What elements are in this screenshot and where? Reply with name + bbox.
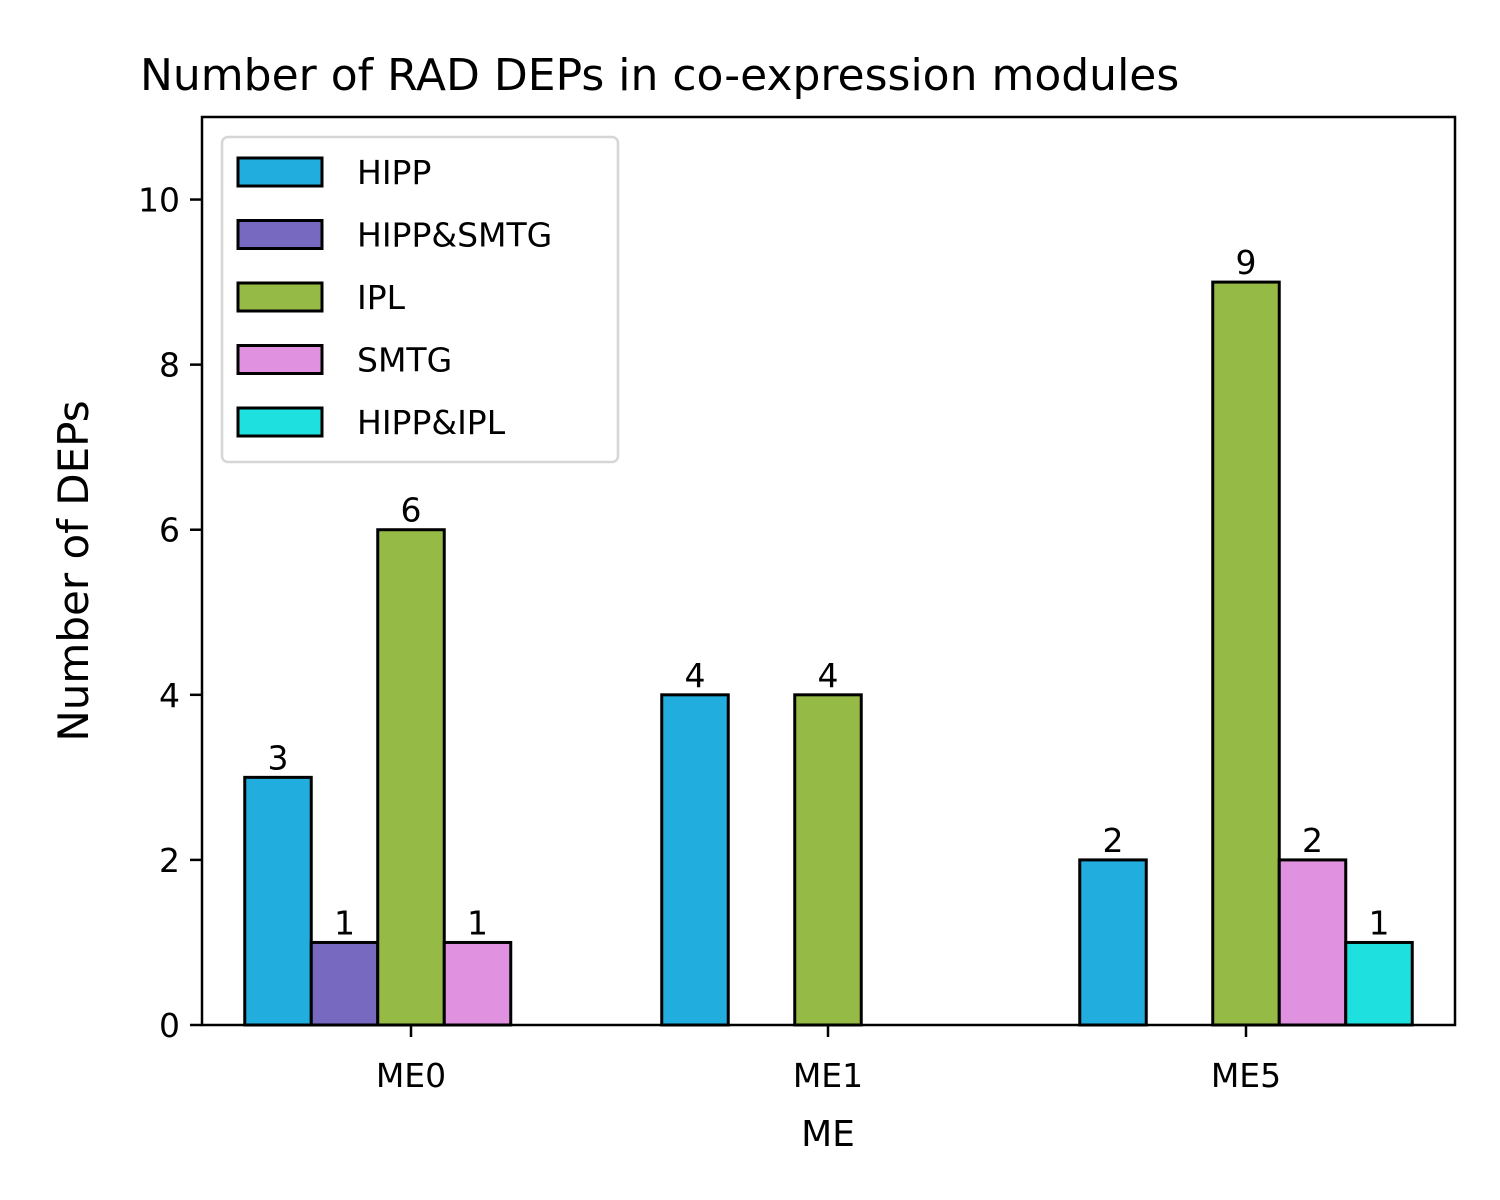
y-tick-label: 10 [138, 181, 180, 220]
chart-title: Number of RAD DEPs in co-expression modu… [140, 50, 1179, 101]
data-label: 4 [685, 656, 706, 695]
data-label: 3 [268, 738, 289, 777]
bar-ME0-HIPP [243, 775, 313, 1027]
legend-swatch [236, 281, 324, 313]
bar-ME5-IPL [1211, 280, 1281, 1027]
bar-ME5-SMTG [1277, 858, 1348, 1027]
legend-frame [220, 135, 620, 464]
bar-ME5-HIPP&IPL [1344, 940, 1414, 1027]
y-axis: 0 2 4 6 8 10 [138, 181, 202, 1045]
data-labels-layer: 3 4 2 1 6 4 9 1 2 1 [268, 243, 1390, 942]
bar-ME1-IPL [793, 693, 863, 1027]
legend-label: SMTG [357, 341, 452, 380]
data-label: 9 [1236, 243, 1257, 282]
legend-swatch [236, 156, 324, 188]
bar-ME0-HIPP&SMTG [309, 940, 380, 1027]
bar-ME0-SMTG [442, 940, 513, 1027]
x-axis: ME0 ME1 ME5 [376, 1025, 1281, 1095]
y-tick-label: 0 [159, 1006, 180, 1045]
data-label: 1 [334, 903, 355, 942]
data-label: 1 [467, 903, 488, 942]
data-label: 4 [818, 656, 839, 695]
x-tick-label: ME0 [376, 1056, 446, 1095]
legend-swatch [236, 219, 324, 250]
y-axis-label: Number of DEPs [49, 400, 98, 741]
x-tick-label: ME1 [793, 1056, 863, 1095]
y-tick-label: 4 [159, 676, 180, 715]
legend: HIPP HIPP&SMTG IPL SMTG HIPP&IPL [220, 135, 620, 464]
y-tick-label: 6 [159, 511, 180, 550]
legend-label: IPL [357, 278, 406, 317]
data-label: 6 [401, 491, 422, 530]
legend-swatch [236, 406, 324, 438]
y-tick-label: 2 [159, 841, 180, 880]
bar-ME5-HIPP [1078, 858, 1148, 1027]
bar-ME0-IPL [376, 528, 446, 1027]
data-label: 1 [1369, 903, 1390, 942]
y-tick-label: 8 [159, 346, 180, 385]
bar-ME1-HIPP [660, 693, 730, 1027]
data-label: 2 [1302, 821, 1323, 860]
legend-swatch [236, 344, 324, 375]
legend-label: HIPP&SMTG [357, 216, 552, 255]
data-label: 2 [1103, 821, 1124, 860]
x-tick-label: ME5 [1211, 1056, 1281, 1095]
legend-label: HIPP [357, 153, 431, 192]
x-axis-label: ME [801, 1114, 855, 1155]
bars-layer [243, 280, 1414, 1027]
legend-label: HIPP&IPL [357, 403, 506, 442]
